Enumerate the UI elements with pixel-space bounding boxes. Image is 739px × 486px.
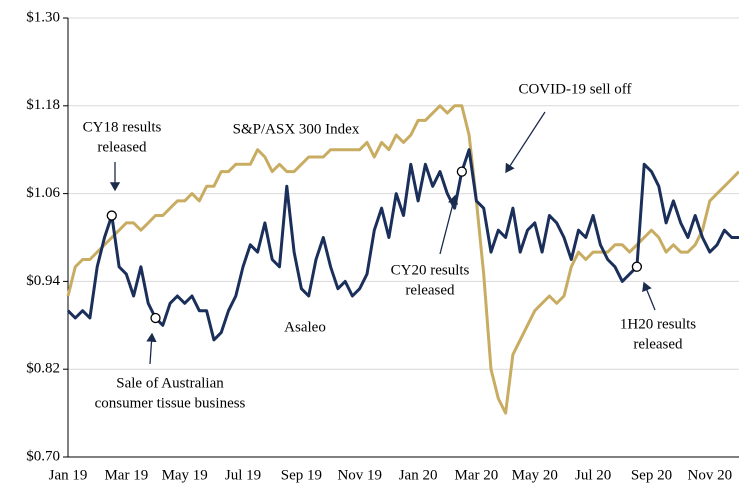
annotation: released — [405, 282, 455, 298]
arrow — [439, 194, 459, 255]
x-tick-label: Jan 20 — [399, 467, 438, 483]
x-tick-label: Jan 19 — [49, 467, 88, 483]
x-tick-label: Sep 20 — [631, 467, 672, 483]
y-tick-label: $0.82 — [26, 361, 60, 377]
y-tick-label: $1.18 — [26, 97, 60, 113]
annotation: CY18 results — [83, 119, 162, 135]
event-marker — [631, 261, 643, 272]
x-tick-label: May 19 — [162, 467, 208, 483]
x-tick-label: May 20 — [512, 467, 558, 483]
event-marker — [150, 312, 161, 324]
y-tick-label: $0.94 — [26, 273, 60, 289]
annotation: S&P/ASX 300 Index — [233, 121, 360, 137]
x-tick-label: Sep 19 — [281, 467, 322, 483]
annotation: COVID-19 sell off — [518, 81, 631, 97]
arrow — [642, 281, 656, 311]
y-tick-label: $1.30 — [26, 9, 60, 25]
annotation: Asaleo — [284, 319, 326, 335]
series-line — [66, 104, 739, 415]
x-tick-label: Mar 20 — [455, 467, 499, 483]
annotation: consumer tissue business — [95, 395, 246, 411]
annotation: Sale of Australian — [116, 375, 224, 391]
event-marker — [106, 210, 117, 221]
x-tick-label: Mar 19 — [104, 467, 148, 483]
series-line — [66, 148, 739, 342]
x-tick-label: Jul 20 — [575, 467, 611, 483]
annotation: released — [633, 336, 683, 352]
arrow — [146, 332, 157, 365]
arrows — [109, 111, 656, 365]
event-marker — [456, 166, 467, 177]
x-tick-label: Jul 19 — [225, 467, 261, 483]
y-tick-label: $1.06 — [26, 185, 60, 201]
annotation: 1H20 results — [620, 316, 696, 332]
arrow — [505, 111, 546, 174]
x-tick-label: Nov 19 — [337, 467, 382, 483]
y-tick-label: $0.70 — [26, 448, 60, 464]
annotation: released — [97, 139, 147, 155]
x-tick-label: Nov 20 — [688, 467, 733, 483]
annotation: CY20 results — [391, 262, 470, 278]
